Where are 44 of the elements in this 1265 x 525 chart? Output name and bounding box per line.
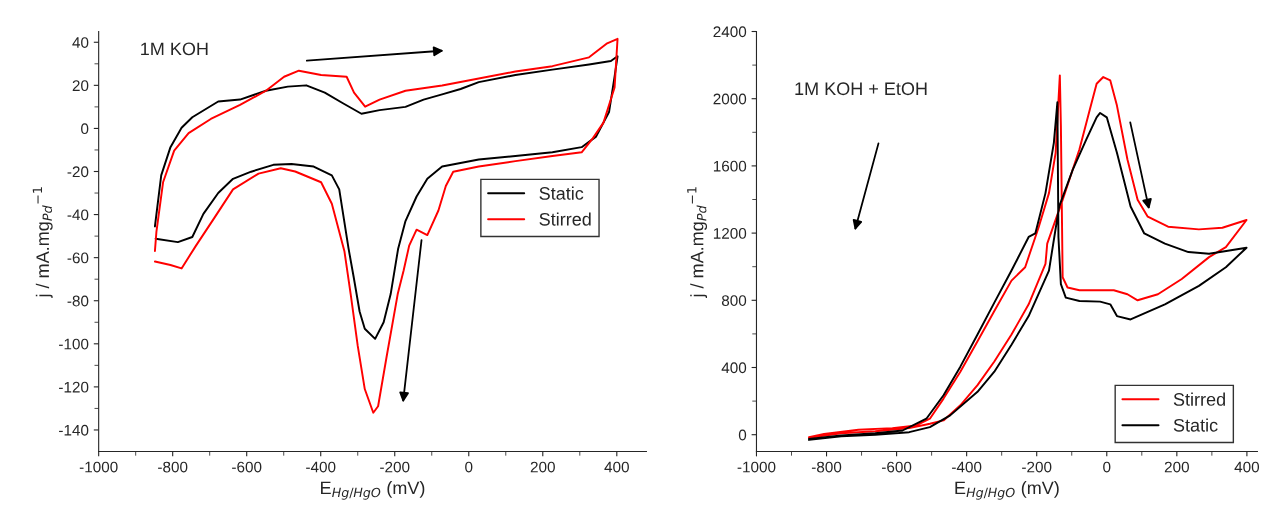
y-tick-label: 1600 <box>713 160 747 172</box>
x-tick-label: -600 <box>881 461 912 473</box>
y-tick-label: 0 <box>738 429 747 441</box>
x-tick-label: 400 <box>604 461 629 473</box>
x-tick-label: -400 <box>306 461 336 473</box>
x-tick-label: -400 <box>952 461 982 473</box>
legend-label: Static <box>539 186 584 200</box>
y-tick-label: -60 <box>67 252 89 264</box>
y-tick-label: 40 <box>72 37 89 48</box>
y-tick-label: 20 <box>72 80 89 92</box>
x-tick-label: 0 <box>1103 461 1111 473</box>
y-tick-label: 800 <box>721 295 747 306</box>
legend-label: Stirred <box>1173 392 1225 406</box>
x-tick-label: -200 <box>380 461 410 473</box>
y-tick-label: 2000 <box>713 93 747 105</box>
annotation: 1M KOH <box>141 42 208 56</box>
y-tick-label: -100 <box>59 338 89 350</box>
x-tick-label: 400 <box>1234 461 1260 473</box>
x-tick-label: -600 <box>232 461 262 473</box>
y-tick-label: -20 <box>67 166 89 178</box>
y-tick-label: 0 <box>81 123 89 135</box>
legend-label: Stirred <box>539 212 591 226</box>
x-tick-label: -800 <box>158 461 188 473</box>
x-tick-label: -1000 <box>79 461 118 473</box>
y-tick-label: -40 <box>67 209 89 221</box>
x-tick-label: 200 <box>1164 461 1189 473</box>
x-axis-title: E$_{Hg/HgO}$ (mV) <box>955 481 1059 500</box>
x-tick-label: -1000 <box>737 461 776 473</box>
y-tick-label: -140 <box>59 424 89 436</box>
y-tick-label: -80 <box>67 295 89 307</box>
x-axis-title: E$_{Hg/HgO}$ (mV) <box>321 481 425 500</box>
legend-label: Static <box>1173 418 1218 432</box>
x-tick-label: -200 <box>1022 461 1052 473</box>
y-tick-label: -120 <box>59 381 89 393</box>
y-tick-label: 400 <box>721 362 747 374</box>
x-tick-label: 0 <box>465 461 473 473</box>
y-tick-label: 2400 <box>713 26 747 38</box>
y-axis-title: j / mA.mg$_{Pd}$$^{−1}$ <box>32 187 53 298</box>
x-tick-label: -800 <box>811 461 842 473</box>
line-series <box>153 55 619 340</box>
x-tick-label: 200 <box>530 461 555 473</box>
y-axis-title: j / mA.mg$_{Pd}$$^{−1}$ <box>687 187 708 298</box>
annotation: 1M KOH + EtOH <box>795 82 927 96</box>
y-tick-label: 1200 <box>713 227 747 239</box>
